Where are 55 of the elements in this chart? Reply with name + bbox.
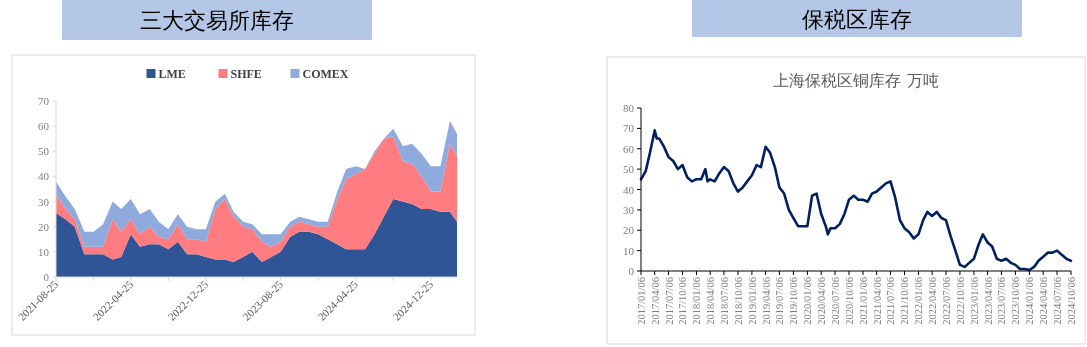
x-tick-label: 2018/07/06 xyxy=(718,277,730,325)
y-tick-label: 20 xyxy=(38,220,50,233)
x-tick-label: 2020/07/06 xyxy=(830,277,842,325)
x-tick-label: 2017/10/06 xyxy=(677,277,689,325)
legend-label: COMEX xyxy=(302,67,349,81)
y-tick-label: 70 xyxy=(623,122,635,135)
y-tick-label: 40 xyxy=(623,183,635,196)
y-tick-label: 20 xyxy=(623,224,635,237)
y-tick-label: 0 xyxy=(43,271,50,283)
x-tick-label: 2017/01/06 xyxy=(636,277,647,325)
y-tick-label: 50 xyxy=(623,163,635,176)
x-tick-label: 2024/07/06 xyxy=(1052,277,1064,325)
x-tick-label: 2019/10/06 xyxy=(788,277,800,325)
x-tick-label: 2021/10/06 xyxy=(899,277,911,325)
y-tick-label: 80 xyxy=(623,102,635,114)
y-tick-label: 60 xyxy=(623,142,635,155)
x-tick-label: 2021/07/06 xyxy=(885,277,897,325)
legend-label: LME xyxy=(158,67,186,81)
x-tick-label: 2020/04/06 xyxy=(816,277,828,325)
x-tick-label: 2018/04/06 xyxy=(705,277,717,325)
y-tick-label: 40 xyxy=(38,170,50,183)
y-tick-label: 30 xyxy=(38,195,50,208)
x-tick-label: 2023/10/06 xyxy=(1010,277,1022,325)
x-tick-label: 2023/07/06 xyxy=(996,277,1008,325)
y-tick-label: 0 xyxy=(628,265,635,277)
x-tick-label: 2024/04/06 xyxy=(1038,277,1050,325)
x-tick-label: 2017/07/06 xyxy=(663,277,675,325)
x-tick-label: 2020/10/06 xyxy=(844,277,856,325)
x-tick-label: 2017/04/06 xyxy=(649,277,661,325)
y-tick-label: 60 xyxy=(38,120,50,133)
y-tick-label: 10 xyxy=(623,244,635,257)
y-tick-label: 30 xyxy=(623,203,635,216)
x-tick-label: 2022/04/06 xyxy=(927,277,939,325)
chart-title: 三大交易所库存 xyxy=(140,8,294,33)
y-tick-label: 50 xyxy=(38,145,50,158)
x-tick-label: 2018/01/06 xyxy=(691,277,703,325)
chart-title: 保税区库存 xyxy=(802,6,912,32)
x-tick-label: 2022/10/06 xyxy=(954,277,966,325)
x-tick-label: 2019/07/06 xyxy=(774,277,786,325)
x-tick-label: 2021/04/06 xyxy=(871,277,883,325)
legend-label: SHFE xyxy=(230,67,262,81)
x-tick-label: 2022/07/06 xyxy=(940,277,952,325)
x-tick-label: 2024/01/06 xyxy=(1024,277,1036,325)
x-tick-label: 2018/10/06 xyxy=(732,277,744,325)
chart-subtitle: 上海保税区铜库存 万吨 xyxy=(773,71,939,90)
x-tick-label: 2021/01/06 xyxy=(857,277,869,325)
x-tick-label: 2022/01/06 xyxy=(913,277,925,325)
y-tick-label: 70 xyxy=(38,95,50,107)
x-tick-label: 2024/10/06 xyxy=(1066,277,1077,325)
x-tick-label: 2020/01/06 xyxy=(802,277,814,325)
x-tick-label: 2023/01/06 xyxy=(968,277,980,325)
x-tick-label: 2023/04/06 xyxy=(982,277,994,325)
x-tick-label: 2019/04/06 xyxy=(760,277,772,325)
x-tick-label: 2019/01/06 xyxy=(746,277,758,325)
y-tick-label: 10 xyxy=(38,245,50,258)
